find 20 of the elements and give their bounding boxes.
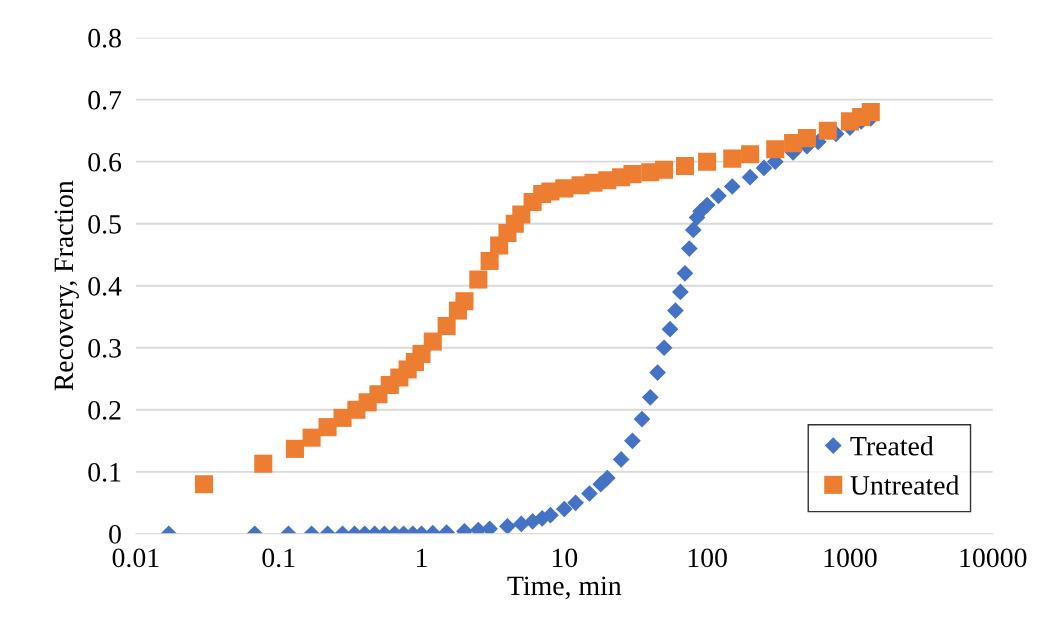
y-tick-label: 0.5 <box>88 214 121 234</box>
x-tick-label: 0.1 <box>262 548 295 568</box>
y-tick-label: 0.7 <box>88 90 122 110</box>
x-tick-label: 1 <box>416 548 427 567</box>
legend-label: Treated <box>850 436 934 456</box>
y-tick-label: 0.4 <box>88 276 122 296</box>
y-axis-title: Recovery, Fraction <box>54 180 79 391</box>
y-tick-label: 0.6 <box>88 152 122 172</box>
x-axis-title: Time, min <box>507 576 622 600</box>
y-tick-label: 0.3 <box>88 338 121 358</box>
x-tick-label: 0.01 <box>112 548 159 568</box>
y-tick-label: 0.2 <box>88 400 121 420</box>
y-tick-label: 0.1 <box>88 462 121 482</box>
y-tick-label: 0.8 <box>88 28 121 48</box>
x-tick-label: 10 <box>552 548 578 568</box>
legend-label: Untreated <box>850 475 960 495</box>
y-tick-label: 0 <box>109 524 121 544</box>
x-tick-label: 100 <box>688 548 727 568</box>
x-tick-label: 10000 <box>960 548 1027 568</box>
x-tick-label: 1000 <box>824 548 877 568</box>
